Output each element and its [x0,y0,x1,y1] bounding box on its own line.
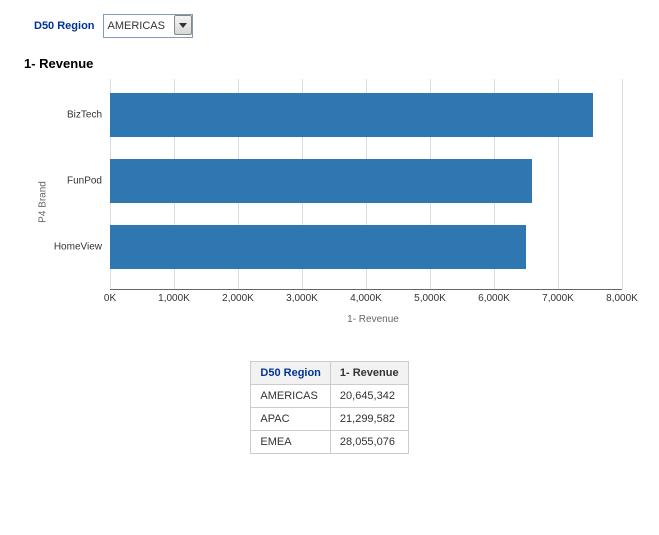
table-cell: EMEA [251,431,331,454]
category-label: HomeView [54,242,102,253]
region-revenue-table: D50 Region 1- Revenue AMERICAS20,645,342… [250,361,408,454]
x-tick-label: 5,000K [414,293,446,304]
table-cell: 21,299,582 [330,408,408,431]
table-cell: APAC [251,408,331,431]
y-axis-title: P4 Brand [37,181,48,223]
x-tick-label: 3,000K [286,293,318,304]
x-axis: 0K1,000K2,000K3,000K4,000K5,000K6,000K7,… [110,290,622,306]
x-axis-title: 1- Revenue [110,314,636,325]
x-tick-label: 4,000K [350,293,382,304]
x-tick-label: 8,000K [606,293,638,304]
table-cell: 20,645,342 [330,385,408,408]
table-row: EMEA28,055,076 [251,431,408,454]
filter-label: D50 Region [34,20,95,32]
bar [110,159,532,203]
table-row: AMERICAS20,645,342 [251,385,408,408]
x-tick-label: 7,000K [542,293,574,304]
bar [110,93,593,137]
table-header-revenue: 1- Revenue [330,362,408,385]
table-header-row: D50 Region 1- Revenue [251,362,408,385]
plot-area: BizTechFunPodHomeView [110,79,622,290]
filter-bar: D50 Region AMERICAS [18,10,641,48]
x-tick-label: 1,000K [158,293,190,304]
category-label: BizTech [67,110,102,121]
x-tick-label: 6,000K [478,293,510,304]
chart-title: 1- Revenue [24,56,641,71]
grid-line [622,79,623,289]
bar [110,225,526,269]
table-cell: AMERICAS [251,385,331,408]
table-row: APAC21,299,582 [251,408,408,431]
x-tick-label: 0K [104,293,116,304]
table-cell: 28,055,076 [330,431,408,454]
category-label: FunPod [67,176,102,187]
table-header-region[interactable]: D50 Region [251,362,331,385]
x-tick-label: 2,000K [222,293,254,304]
chevron-down-icon [174,15,192,35]
region-select[interactable]: AMERICAS [103,14,193,38]
revenue-chart: P4 Brand BizTechFunPodHomeView 0K1,000K2… [46,79,636,325]
